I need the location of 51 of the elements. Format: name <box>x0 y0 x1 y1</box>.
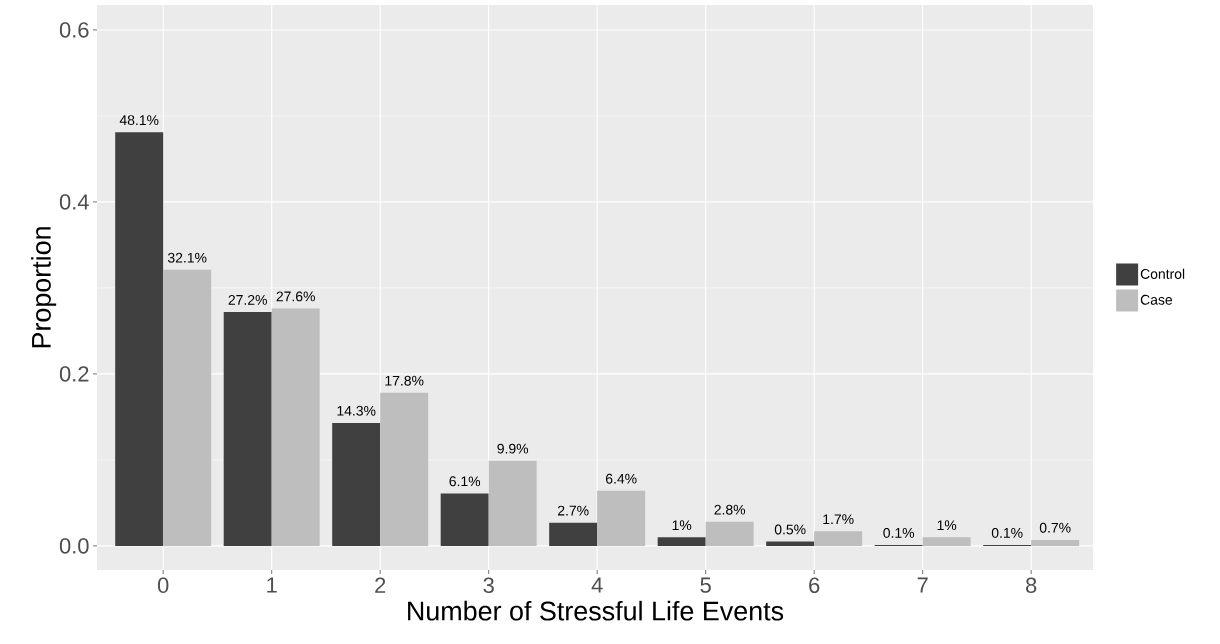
x-tick-label: 5 <box>700 577 711 593</box>
legend-label: Control <box>1140 268 1185 279</box>
data-label: 6.4% <box>605 473 637 484</box>
bar <box>488 460 537 546</box>
x-axis-title: Number of Stressful Life Events <box>408 600 784 621</box>
bar <box>549 522 598 546</box>
data-label: 0.7% <box>1039 522 1071 533</box>
data-label: 0.1% <box>991 527 1023 538</box>
y-tick-label: 0.6 <box>59 22 89 38</box>
bar <box>814 531 863 546</box>
bar <box>766 541 815 546</box>
bar <box>223 311 272 546</box>
x-tick-label: 8 <box>1026 577 1037 594</box>
y-axis-title: Proportion <box>31 227 57 348</box>
x-tick-label: 2 <box>375 577 386 593</box>
x-tick-label: 4 <box>591 577 603 593</box>
bar <box>597 490 646 546</box>
y-tick-label: 0.4 <box>59 194 89 210</box>
data-label: 9.9% <box>497 443 529 454</box>
data-label: 14.3% <box>337 405 376 416</box>
data-label: 1% <box>672 520 692 531</box>
bar <box>271 308 320 546</box>
x-tick-label: 3 <box>483 577 494 594</box>
y-tick-label: 0.2 <box>59 366 89 382</box>
bar <box>922 537 971 546</box>
x-tick-label: 0 <box>157 577 169 594</box>
bar <box>705 521 754 546</box>
data-label: 17.8% <box>385 375 424 386</box>
y-tick-label: 0.0 <box>59 538 89 554</box>
bar <box>657 537 706 546</box>
data-label: 2.7% <box>557 505 589 516</box>
data-label: 27.2% <box>228 294 267 305</box>
legend-label: Case <box>1140 294 1173 305</box>
data-label: 27.6% <box>276 291 315 302</box>
data-label: 6.1% <box>449 476 481 487</box>
bar <box>115 132 164 546</box>
bar <box>163 269 212 546</box>
x-tick-label: 6 <box>809 577 820 594</box>
x-tick-label: 7 <box>917 577 928 593</box>
data-label: 1.7% <box>823 514 854 525</box>
x-tick-label: 1 <box>267 577 277 593</box>
data-label: 32.1% <box>167 252 207 263</box>
bar <box>332 422 381 546</box>
bar <box>380 392 429 546</box>
bar <box>1031 539 1080 546</box>
data-label: 0.1% <box>883 527 915 538</box>
data-label: 1% <box>937 520 957 531</box>
data-label: 0.5% <box>774 524 806 535</box>
data-label: 2.8% <box>714 504 746 515</box>
data-label: 48.1% <box>119 115 159 126</box>
bar <box>440 493 489 546</box>
